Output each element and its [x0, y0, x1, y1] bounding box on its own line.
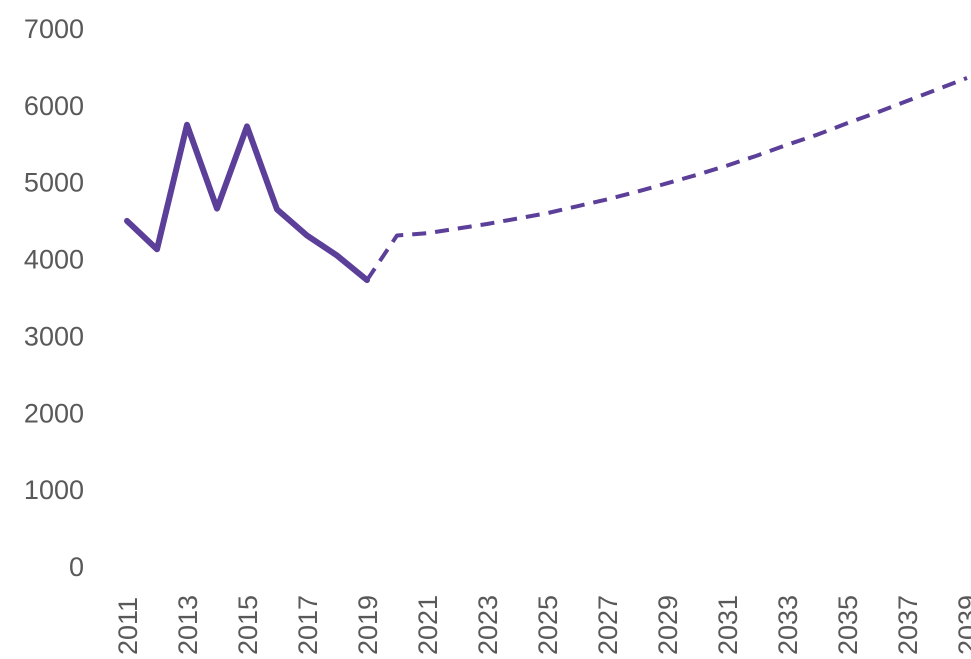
x-tick-label: 2023	[473, 595, 503, 655]
x-tick-label: 2037	[893, 595, 923, 655]
x-tick-label: 2021	[413, 595, 443, 655]
y-tick-label: 1000	[24, 475, 84, 505]
x-tick-label: 2031	[713, 595, 743, 655]
x-tick-label: 2027	[593, 595, 623, 655]
y-tick-label: 2000	[24, 398, 84, 428]
x-tick-label: 2013	[173, 595, 203, 655]
historical-series-line	[124, 121, 370, 284]
x-tick-label: 2019	[353, 595, 383, 655]
y-tick-label: 6000	[24, 91, 84, 121]
y-tick-label: 5000	[24, 168, 84, 198]
x-tick-label: 2015	[233, 595, 263, 655]
x-tick-label: 2029	[653, 595, 683, 655]
x-axis: 2011 2013 2015 2017 2019 2021 2023 2025 2027 2029…	[113, 595, 971, 655]
y-tick-label: 7000	[24, 14, 84, 44]
y-axis: 0 1000 2000 3000 4000 5000 6000 7000	[24, 14, 84, 582]
x-tick-label: 2017	[293, 595, 323, 655]
x-tick-label: 2035	[833, 595, 863, 655]
y-tick-label: 4000	[24, 245, 84, 275]
plot-area	[124, 76, 968, 284]
projection-series-line	[365, 76, 968, 282]
x-tick-label: 2033	[773, 595, 803, 655]
x-tick-label: 2039	[953, 595, 971, 655]
x-tick-label: 2011	[113, 597, 143, 655]
y-tick-label: 3000	[24, 321, 84, 351]
x-tick-label: 2025	[533, 595, 563, 655]
y-tick-label: 0	[69, 552, 84, 582]
